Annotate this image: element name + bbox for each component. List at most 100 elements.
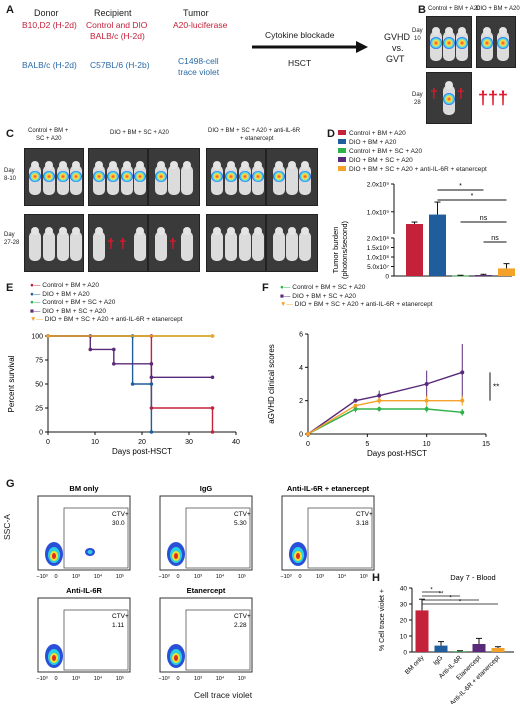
- f-series-line: [307, 371, 463, 435]
- e-xtick-label: 20: [138, 439, 146, 446]
- e-legend-item: ●— Control + BM + SC + A20: [30, 299, 116, 306]
- result-gvt: GVT: [386, 54, 405, 64]
- g-gate-value: 2.28: [234, 622, 247, 629]
- panel-letter-f: F: [262, 282, 269, 294]
- h-sig-label: *: [459, 600, 462, 606]
- f-series-point: [353, 403, 358, 408]
- recipient-1a: Control and DIO: [86, 20, 148, 30]
- f-ytick-label: 0: [299, 432, 303, 439]
- h-ytick-label: 10: [400, 634, 408, 641]
- c-day-b: Day: [4, 232, 15, 238]
- e-series-point: [112, 362, 116, 366]
- c-image-treated-late-2: [266, 214, 318, 272]
- e-xlabel: Days post-HSCT: [112, 447, 172, 456]
- f-series-point: [353, 398, 358, 403]
- d-ytick-label: 2.0x10⁸: [367, 236, 390, 243]
- gvhd-score-chart: aGVHD clinical scores Days post-HSCT 0 2 4 6 0…: [267, 332, 499, 459]
- e-series-point: [149, 362, 154, 366]
- c-group1b: SC + A20: [36, 136, 62, 142]
- f-series-line: [307, 408, 463, 435]
- g-gate-value: 3.18: [356, 520, 369, 527]
- f-legend-item: ●— Control + BM + SC + A20: [280, 284, 366, 291]
- b-image-control-day28: † †: [426, 72, 472, 124]
- b-group2: DIO + BM + A20: [476, 6, 520, 12]
- donor-2: BALB/c (H-2d): [22, 60, 77, 70]
- b-deaths-icon: †††: [478, 88, 509, 108]
- f-legend-item: ▼— DIO + BM + SC + A20 + anti-IL-6R + et…: [280, 301, 433, 308]
- g-gate: [63, 507, 129, 569]
- c-image-treated-early-2: [266, 148, 318, 206]
- e-series-point: [130, 382, 135, 386]
- panel-letter-g: G: [6, 478, 15, 490]
- result-gvhd: GVHD: [384, 32, 411, 42]
- g-xtick-label: −10³: [36, 676, 47, 682]
- g-gate: [63, 609, 129, 671]
- g-xtick-label: 10⁴: [94, 573, 103, 580]
- e-ytick-label: 0: [39, 430, 43, 437]
- g-xtick-label: 10³: [194, 574, 202, 580]
- flow-cytometry-plots: BM only CTV+ 30.0 −10³ 0 10³ 10⁴ 10⁵ IgG CTV+ 5.30…: [36, 484, 375, 682]
- e-series-point: [88, 347, 93, 352]
- f-xtick-label: 15: [482, 441, 490, 448]
- f-series-point: [377, 393, 382, 398]
- d-bar: [452, 275, 469, 277]
- f-series-point: [424, 398, 429, 403]
- e-series-point: [210, 334, 215, 338]
- d-ylabel-2: (photons/second): [340, 221, 349, 279]
- g-xtick-label: 10³: [72, 676, 80, 682]
- b-group1: Control + BM + A20: [428, 6, 481, 12]
- d-bar: [406, 224, 423, 276]
- c-image-control-early: [24, 148, 84, 206]
- g-xtick-label: 10⁵: [238, 573, 246, 580]
- f-legend-item: ■— DIO + BM + SC + A20: [280, 292, 357, 300]
- g-gate: [185, 507, 251, 569]
- g-density-core: [296, 553, 300, 559]
- g-plot-title: Etanercept: [187, 586, 226, 595]
- d-ytick-label: 1.0x10⁹: [367, 209, 390, 216]
- g-gate-value: 1.11: [112, 622, 125, 629]
- e-xtick-label: 0: [46, 439, 50, 446]
- tumor-1: A20-luciferase: [173, 20, 228, 30]
- panel-letter-e: E: [6, 282, 14, 294]
- arrow-bottom-label: HSCT: [288, 58, 312, 68]
- d-ytick-label: 2.0x10⁹: [367, 182, 390, 189]
- c-image-dio-early-1: [88, 148, 148, 206]
- panel-letter-h: H: [372, 572, 380, 584]
- h-bar: [491, 648, 505, 652]
- f-ytick-label: 2: [299, 398, 303, 405]
- e-series-point: [149, 382, 154, 386]
- g-ylabel: SSC-A: [2, 514, 12, 540]
- g-xtick-label: 10³: [316, 574, 324, 580]
- h-sig-label: *: [449, 596, 452, 602]
- panel-letter-d: D: [327, 128, 335, 140]
- arrow-icon: [252, 41, 368, 53]
- g-xtick-label: −10³: [158, 574, 169, 580]
- b-day28-n: 28: [414, 100, 421, 106]
- e-legend-item: ●— Control + BM + A20: [30, 282, 99, 289]
- g-xtick-label: 0: [298, 574, 301, 580]
- recipient-1b: BALB/c (H-2d): [90, 31, 145, 41]
- c-group3a: DIO + BM + SC + A20 + anti-IL-6R: [208, 128, 301, 134]
- d-legend-item: DIO + BM + SC + A20 + anti-IL-6R + etane…: [338, 166, 518, 175]
- h-bar: [415, 610, 429, 652]
- f-xlabel: Days post-HSCT: [367, 449, 427, 458]
- c-image-dio-late-2: †: [148, 214, 200, 272]
- g-xtick-label: 10⁵: [116, 573, 124, 580]
- e-series-line: [48, 335, 213, 378]
- f-ytick-label: 6: [299, 332, 303, 339]
- d-sig-label: *: [471, 193, 474, 200]
- c-day-a: Day: [4, 168, 15, 174]
- g-gate-value: 5.30: [234, 520, 247, 527]
- b-day28: Day: [412, 92, 423, 98]
- g-xtick-label: 0: [176, 676, 179, 682]
- d-ytick-label: 1.0x10⁸: [367, 255, 390, 262]
- d-ytick-label: 0: [385, 274, 389, 281]
- g-xtick-label: 10⁵: [238, 675, 246, 682]
- g-xtick-label: 10³: [194, 676, 202, 682]
- d-bar: [429, 214, 446, 276]
- e-legend-item: ■— DIO + BM + SC + A20: [30, 307, 107, 315]
- tumor-2b: trace violet: [178, 67, 220, 77]
- d-sig-label: ns: [480, 215, 488, 222]
- g-density-core: [174, 553, 178, 559]
- d-ytick-label: 1.5x10⁸: [367, 245, 390, 252]
